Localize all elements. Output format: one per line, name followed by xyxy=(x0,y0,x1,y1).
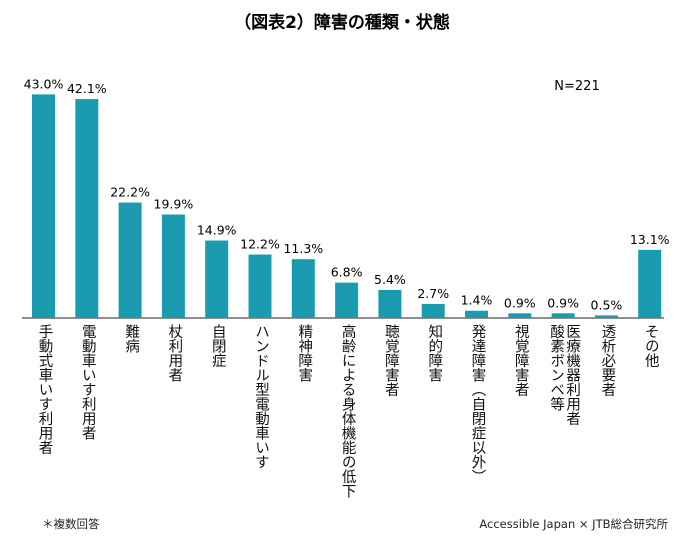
bar-11 xyxy=(465,310,488,318)
category-label-13-line-1: 医療機器利用者 xyxy=(564,324,581,426)
category-label-5: 自閉症 xyxy=(209,324,226,368)
value-label-9: 5.4% xyxy=(374,272,406,287)
value-label-14: 0.5% xyxy=(591,297,623,312)
value-label-5: 14.9% xyxy=(197,223,237,238)
bar-7 xyxy=(291,259,315,318)
footnote: ＊複数回答 xyxy=(42,517,100,531)
category-label-15: その他 xyxy=(642,324,659,368)
bar-8 xyxy=(335,282,359,318)
value-label-1: 43.0% xyxy=(24,76,64,91)
value-label-7: 11.3% xyxy=(283,241,323,256)
value-label-3: 22.2% xyxy=(110,185,150,200)
chart-title: （図表2）障害の種類・状態 xyxy=(234,12,450,33)
value-label-4: 19.9% xyxy=(154,197,194,212)
category-label-4: 杖利用者 xyxy=(166,324,183,382)
value-label-13: 0.9% xyxy=(547,295,579,310)
bar-2 xyxy=(75,99,99,318)
bar-5 xyxy=(205,240,229,318)
category-label-2: 電動車いす利用者 xyxy=(79,324,96,440)
value-label-8: 6.8% xyxy=(331,265,363,280)
bar-15 xyxy=(638,249,662,318)
source-credit: Accessible Japan × JTB総合研究所 xyxy=(479,517,668,531)
sample-size-note: N=221 xyxy=(554,79,599,94)
category-label-12: 視覚障害者 xyxy=(512,324,529,397)
bar-14 xyxy=(594,315,618,318)
category-label-7: 精神障害 xyxy=(296,324,313,382)
value-label-10: 2.7% xyxy=(417,286,449,301)
bar-6 xyxy=(248,254,272,318)
category-label-3: 難病 xyxy=(123,324,140,353)
bar-13 xyxy=(551,313,575,318)
category-label-8: 高齢による身体機能の低下 xyxy=(339,324,356,498)
category-label-9: 聴覚障害者 xyxy=(382,324,399,397)
bar-4 xyxy=(161,214,185,318)
bar-9 xyxy=(378,289,402,318)
category-label-13-line-2: 酸素ボンベ等 xyxy=(548,324,565,411)
value-label-6: 12.2% xyxy=(240,237,280,252)
category-label-1: 手動式車いす利用者 xyxy=(36,324,53,455)
category-label-11: 発達障害（自閉症以外） xyxy=(469,324,486,484)
bar-1 xyxy=(32,94,55,319)
value-label-12: 0.9% xyxy=(504,295,536,310)
category-label-14: 透析必要者 xyxy=(599,324,616,397)
bar-3 xyxy=(118,202,142,318)
value-label-11: 1.4% xyxy=(461,293,493,308)
bar-12 xyxy=(508,313,532,318)
bar-10 xyxy=(421,303,445,318)
bar-series: 43.0% 42.1% 22.2% 19.9%14.9%12.2% 11.3% 6.8% 5… xyxy=(24,76,670,319)
value-label-15: 13.1% xyxy=(630,232,670,247)
value-label-2: 42.1% xyxy=(67,81,107,96)
category-label-6: ハンドル型電動車いす xyxy=(253,324,269,469)
category-label-10: 知的障害 xyxy=(426,324,443,382)
